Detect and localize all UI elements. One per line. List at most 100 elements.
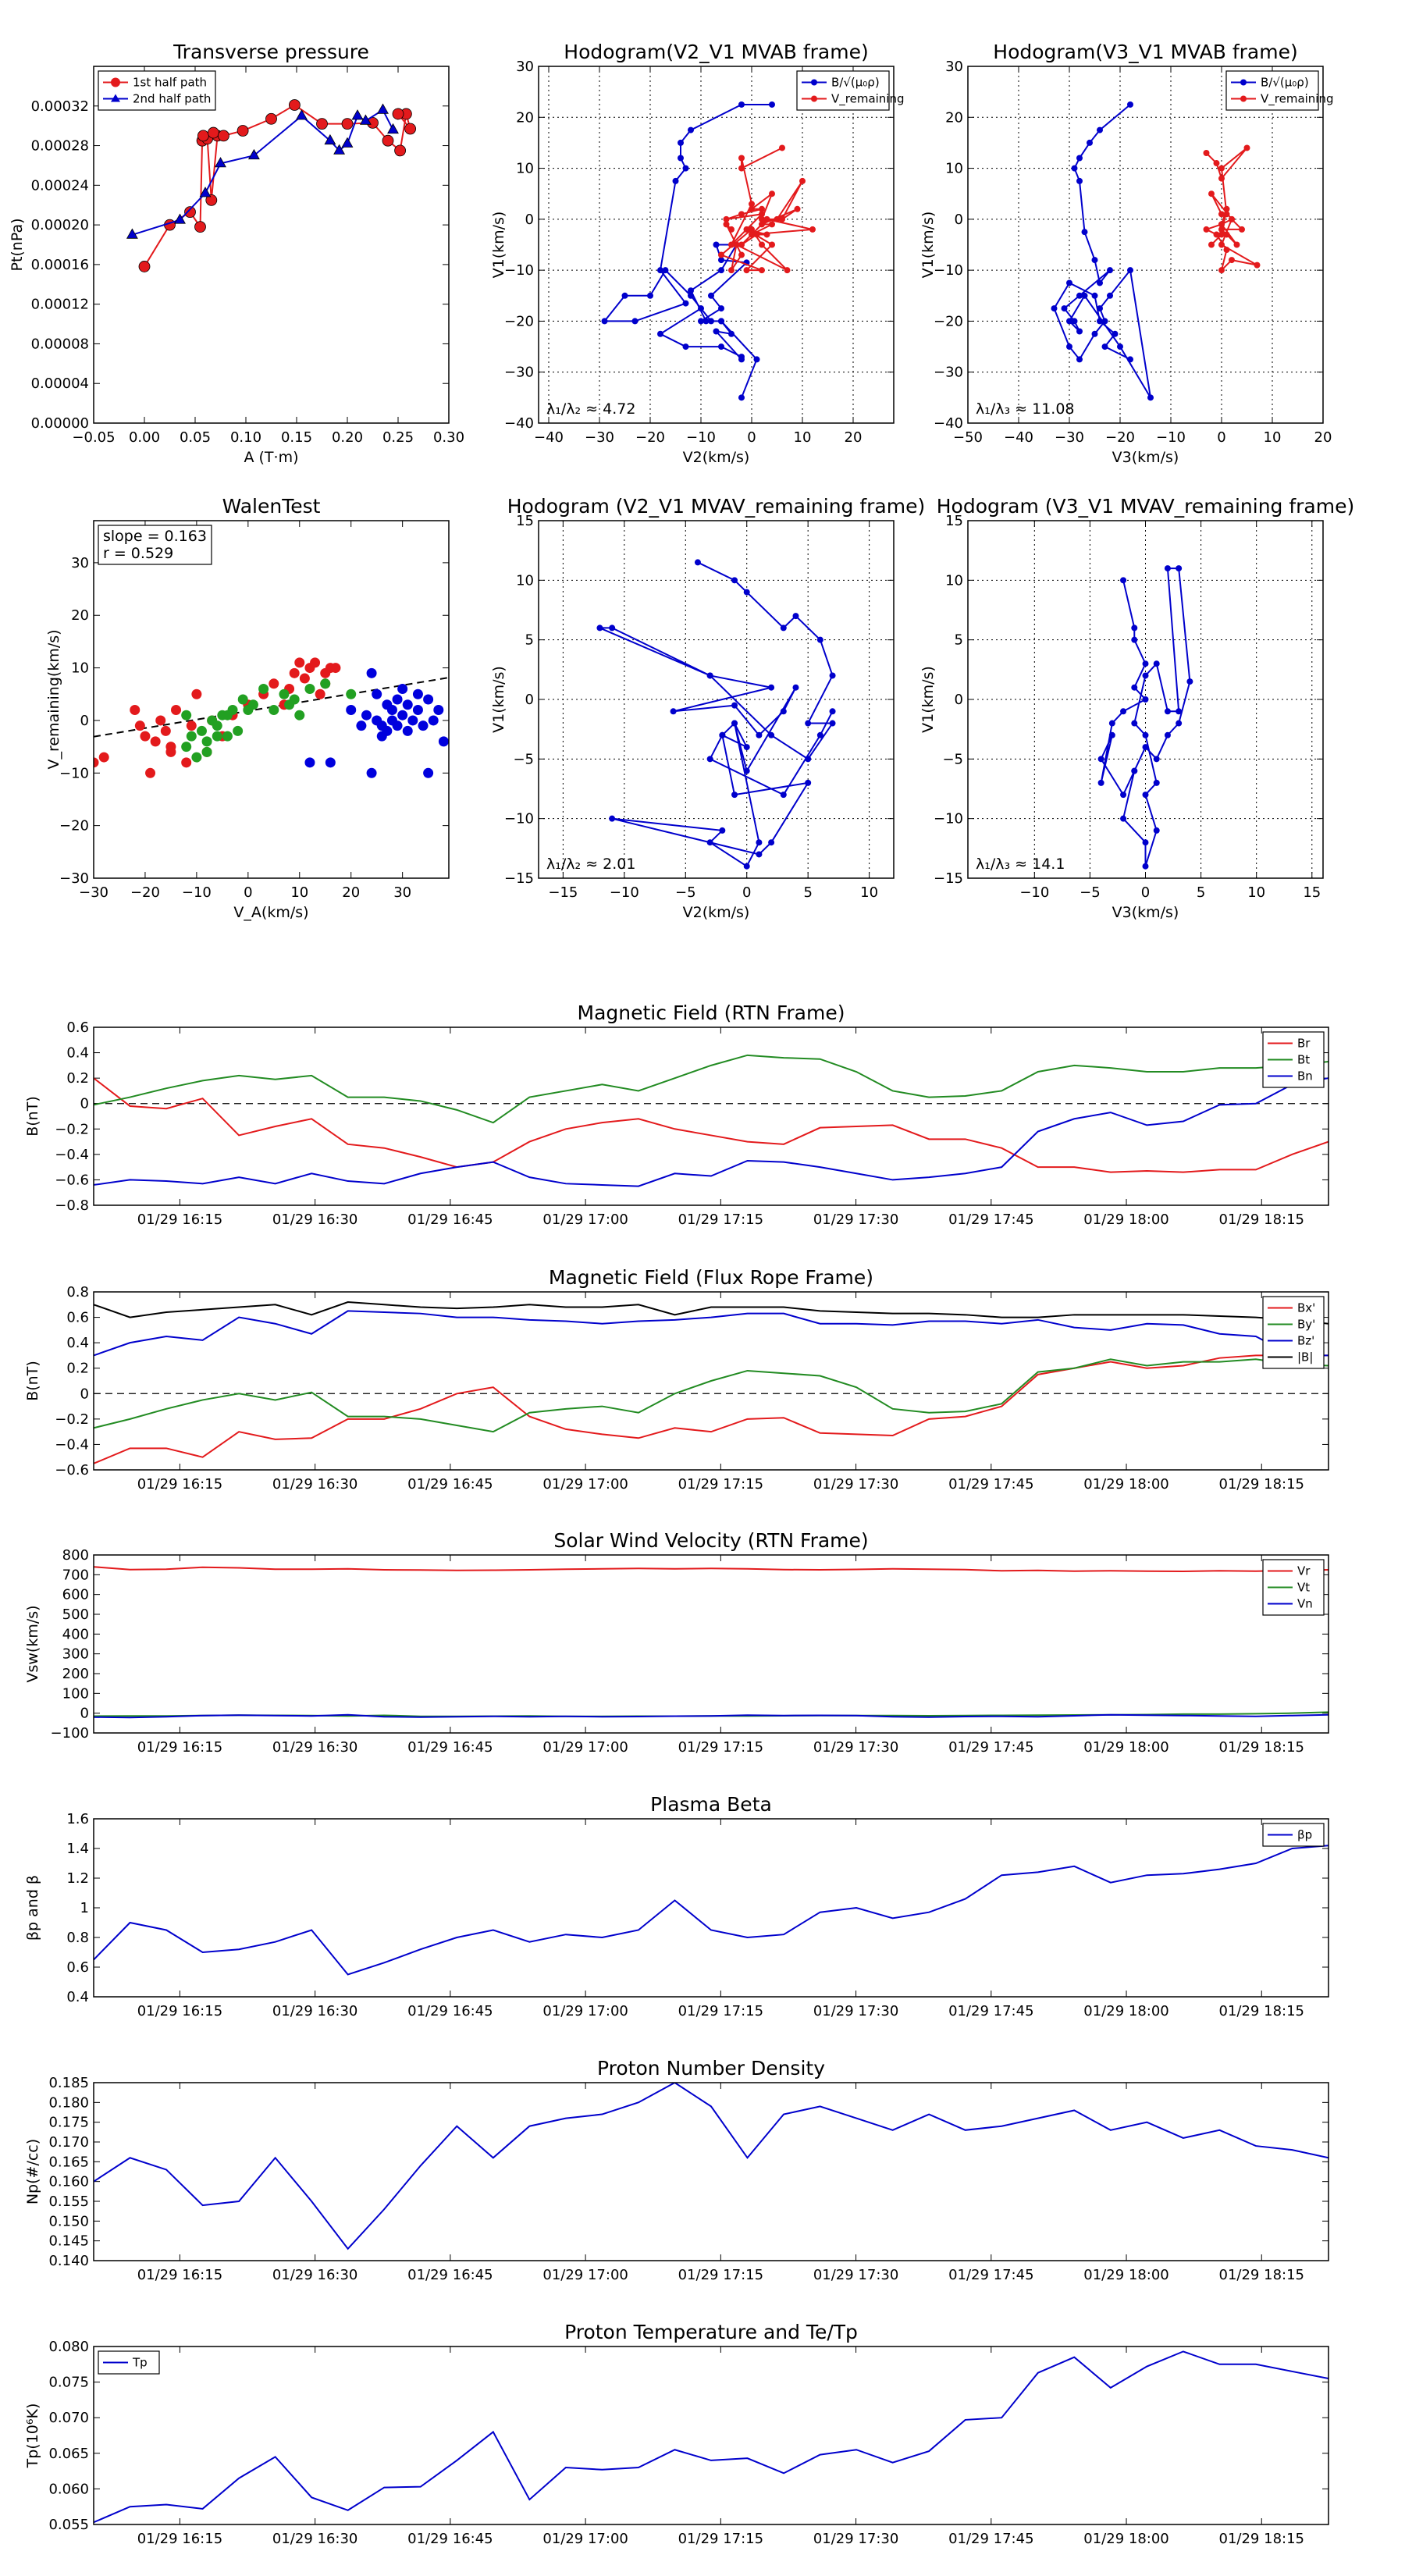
point — [145, 767, 156, 778]
point — [1131, 720, 1138, 727]
x-tick-label: −20 — [130, 884, 160, 901]
series-group — [1097, 565, 1193, 870]
point — [662, 267, 669, 274]
point — [237, 125, 249, 137]
y-tick-label: −0.4 — [55, 1147, 89, 1163]
legend-label: Bx' — [1297, 1301, 1315, 1315]
y-tick-label: −30 — [934, 365, 963, 381]
y-tick-label: 0.145 — [48, 2233, 89, 2250]
point — [212, 731, 222, 742]
x-tick-label: 0 — [1217, 429, 1225, 446]
x-tick-label: −20 — [1105, 429, 1135, 446]
legend-label: 1st half path — [133, 76, 207, 90]
y-tick-label: 30 — [945, 59, 963, 75]
point — [1087, 139, 1093, 146]
x-tick-label: −20 — [635, 429, 665, 446]
x-tick-label: 01/29 18:00 — [1083, 1212, 1168, 1228]
x-tick-label: 0.10 — [230, 429, 261, 446]
annotation-line: slope = 0.163 — [103, 528, 207, 545]
point — [1076, 155, 1083, 162]
x-tick-label: 0.15 — [281, 429, 312, 446]
point — [377, 103, 389, 114]
y-tick-label: 0.185 — [48, 2075, 89, 2091]
y-tick-label: 0.2 — [66, 1070, 89, 1087]
point — [265, 112, 277, 125]
point — [768, 731, 775, 738]
point — [201, 746, 212, 757]
legend: Tp — [98, 2350, 160, 2375]
series-line-0 — [94, 1354, 1329, 1464]
legend: Vr Vt Vn — [1262, 1559, 1325, 1616]
ticks: 0.055 0.060 0.065 0.070 0.075 0.080 01/29 16:1… — [48, 2339, 1329, 2547]
y-tick-label: 100 — [62, 1685, 89, 1702]
point — [418, 720, 429, 731]
annotation: λ₁/λ₃ ≈ 14.1 — [976, 856, 1065, 873]
point — [366, 667, 377, 678]
y-tick-label: 0 — [80, 1096, 89, 1112]
point — [779, 215, 785, 222]
point — [1051, 305, 1058, 312]
point — [1097, 779, 1104, 786]
series-line-2 — [94, 1310, 1329, 1357]
point — [759, 267, 765, 274]
point — [1081, 292, 1088, 299]
ticks: −15 −10 −5 0 5 10 15 −15 −10 −5 0 5 10 — [504, 513, 894, 901]
point — [768, 839, 775, 846]
x-tick-label: 01/29 17:00 — [542, 2003, 628, 2019]
point — [774, 215, 781, 222]
point — [407, 715, 418, 726]
x-tick-label: 01/29 17:15 — [678, 2531, 763, 2547]
point — [1142, 792, 1149, 799]
x-tick-label: −10 — [1019, 884, 1049, 901]
x-tick-label: 0.30 — [433, 429, 464, 446]
x-tick-label: 30 — [393, 884, 411, 901]
point — [1081, 229, 1088, 236]
point — [197, 130, 209, 142]
y-axis-label: Pt(nPa) — [9, 218, 26, 271]
point — [1176, 720, 1183, 727]
y-axis-label: V_remaining(km/s) — [45, 629, 62, 769]
grid — [539, 521, 894, 878]
point — [1218, 221, 1225, 228]
point — [1120, 792, 1127, 799]
point — [718, 251, 724, 258]
series-group — [94, 1054, 1329, 1187]
point — [1223, 211, 1230, 218]
y-tick-label: 20 — [516, 109, 534, 126]
y-tick-label: 500 — [62, 1606, 89, 1623]
point — [731, 577, 738, 584]
point — [713, 328, 720, 335]
point — [304, 757, 315, 768]
x-tick-label: 0 — [244, 884, 252, 901]
point — [171, 704, 182, 715]
point — [657, 330, 663, 337]
x-tick-label: 0 — [747, 429, 756, 446]
y-tick-label: 20 — [71, 607, 89, 624]
point — [678, 139, 684, 146]
point — [1213, 160, 1220, 167]
point — [1153, 779, 1160, 786]
y-tick-label: 0.6 — [66, 1959, 89, 1976]
panel-proton-density: 0.140 0.145 0.150 0.155 0.160 0.165 0.170 0.175… — [24, 2057, 1329, 2283]
x-axis-label: V3(km/s) — [1112, 904, 1179, 921]
point — [1131, 767, 1138, 774]
point — [1147, 394, 1154, 401]
point — [792, 613, 799, 620]
point — [769, 190, 775, 197]
ticks: −0.6 −0.4 −0.2 0 0.2 0.4 0.6 0.8 01/29 16:15 01/2… — [55, 1284, 1329, 1493]
point — [174, 213, 186, 224]
point — [738, 165, 745, 172]
y-axis-label: B(nT) — [24, 1096, 41, 1137]
point — [718, 257, 724, 264]
y-axis-label: Tp(10⁶K) — [24, 2403, 41, 2469]
legend-label: 2nd half path — [133, 92, 211, 106]
series-group — [94, 657, 449, 778]
series-line-2 — [94, 1077, 1329, 1187]
x-tick-label: 01/29 18:15 — [1219, 2531, 1304, 2547]
y-tick-label: 0.8 — [66, 1930, 89, 1946]
point — [1071, 318, 1078, 325]
point — [315, 688, 325, 699]
annotation-line: r = 0.529 — [103, 545, 173, 562]
point — [1107, 292, 1113, 299]
